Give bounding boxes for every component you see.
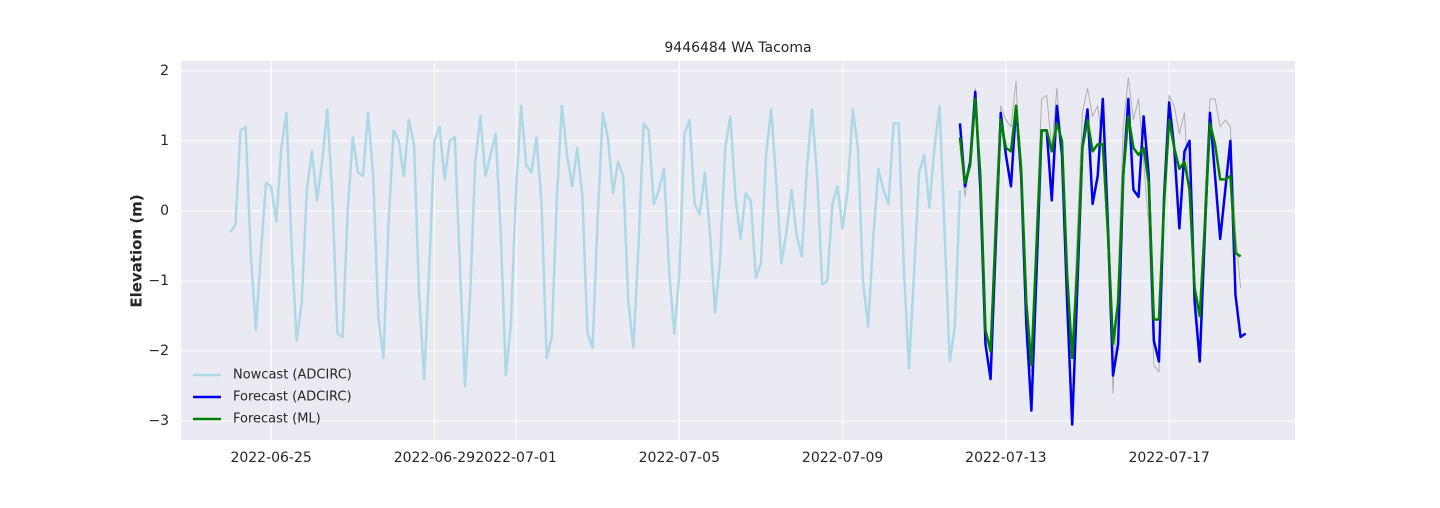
x-tick-label: 2022-07-13 bbox=[965, 450, 1046, 466]
legend-label: Forecast (ML) bbox=[233, 412, 321, 427]
legend: Nowcast (ADCIRC) Forecast (ADCIRC) Forecas… bbox=[193, 368, 352, 427]
y-tick-label: −2 bbox=[148, 343, 169, 359]
series-line bbox=[229, 104, 962, 388]
x-tick-label: 2022-07-01 bbox=[475, 450, 556, 466]
chart-title: 9446484 WA Tacoma bbox=[664, 40, 811, 56]
x-tick-label: 2022-06-25 bbox=[230, 450, 311, 466]
lines bbox=[229, 77, 1247, 426]
legend-label: Forecast (ADCIRC) bbox=[233, 390, 352, 405]
y-axis-label: Elevation (m) bbox=[128, 194, 146, 307]
y-tick-label: 0 bbox=[160, 203, 169, 219]
x-tick-label: 2022-06-29 bbox=[394, 450, 475, 466]
x-tick-label: 2022-07-09 bbox=[802, 450, 883, 466]
x-tick-label: 2022-07-17 bbox=[1128, 450, 1209, 466]
x-tick-label: 2022-07-05 bbox=[639, 450, 720, 466]
series-line bbox=[958, 97, 1242, 367]
legend-label: Nowcast (ADCIRC) bbox=[233, 368, 352, 383]
y-tick-label: −3 bbox=[148, 413, 169, 429]
y-tick-label: 2 bbox=[160, 63, 169, 79]
y-tick-label: −1 bbox=[148, 273, 169, 289]
series-line bbox=[958, 90, 1247, 426]
y-tick-label: 1 bbox=[160, 133, 169, 149]
